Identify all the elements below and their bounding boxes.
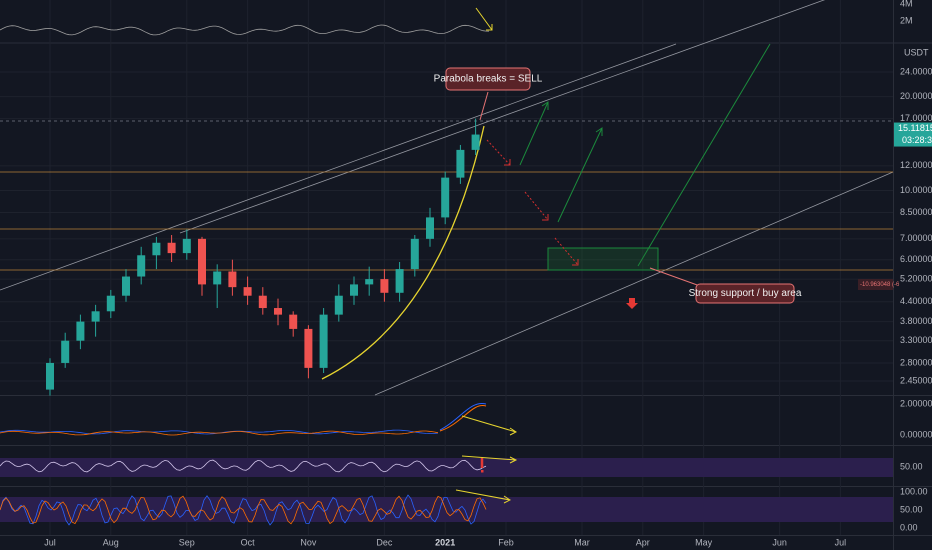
candle-body: [152, 242, 161, 256]
x-tick-label: Oct: [241, 537, 256, 547]
x-tick-label: Mar: [574, 537, 590, 547]
candle-body: [167, 242, 176, 254]
x-tick-label: Jul: [44, 537, 56, 547]
x-tick-label: Sep: [179, 537, 195, 547]
candle-body: [76, 321, 85, 341]
rsi-band: [0, 458, 893, 477]
candle-body: [228, 271, 237, 288]
side-label-bg: [858, 279, 893, 290]
x-tick-label: Nov: [300, 537, 317, 547]
indicator-trace: [439, 403, 487, 431]
candle-body: [456, 149, 465, 178]
drawings: [0, 0, 894, 504]
side-label: -10.963048 (-6: [860, 282, 900, 288]
candle-body: [258, 295, 267, 309]
candle-body: [365, 279, 374, 285]
annotation: Parabola breaks = SELL: [434, 74, 543, 85]
indicator-trace: [0, 430, 439, 436]
volume-tick: 2M: [900, 15, 913, 25]
y-tick-label: 2.450000: [900, 375, 932, 385]
candle-body: [182, 238, 191, 254]
indicator-trace: [0, 495, 487, 525]
candle-body: [61, 340, 70, 363]
candle-body: [137, 255, 146, 277]
candle-body: [46, 362, 54, 390]
y-tick-label: 4.400000: [900, 296, 932, 306]
x-tick-label: Feb: [498, 537, 514, 547]
y-tick-label: 5.200000: [900, 273, 932, 283]
candle-body: [289, 314, 298, 329]
candles: [46, 118, 480, 396]
y-tick-label: 3.300000: [900, 335, 932, 345]
indicator-trace: [439, 405, 487, 432]
x-tick-label: Apr: [636, 537, 650, 547]
candle-body: [380, 279, 389, 293]
stoch-tick: 0.00: [900, 522, 918, 532]
candle-body: [334, 295, 343, 315]
candle-body: [213, 271, 222, 285]
candle-body: [198, 238, 206, 285]
x-tick-label: Jun: [772, 537, 787, 547]
stoch-band: [0, 497, 893, 522]
indicator-trace: [0, 494, 487, 526]
stoch-tick: 50.00: [900, 504, 923, 514]
candle-body: [91, 311, 100, 322]
candle-body: [410, 238, 419, 270]
x-tick-label: 2021: [435, 537, 455, 547]
candle-body: [106, 295, 115, 312]
rsi-tick: 50.00: [900, 461, 923, 471]
indicator-trace: [0, 459, 487, 473]
annotation: Strong support / buy area: [689, 288, 802, 299]
last-price: 15.118158: [898, 123, 932, 133]
candle-body: [304, 328, 313, 368]
candle-body: [395, 269, 404, 293]
y-tick-label: 3.800000: [900, 316, 932, 326]
candle-body: [441, 177, 450, 218]
indicator-lines: [0, 24, 490, 526]
candle-body: [319, 314, 328, 368]
indicator-trace: [0, 24, 490, 36]
y-tick-label: 2.800000: [900, 357, 932, 367]
candle-body: [243, 287, 252, 296]
x-tick-label: May: [695, 537, 713, 547]
annotation-box: [695, 283, 795, 304]
candle-body: [274, 308, 282, 315]
annotation-box: [445, 67, 531, 91]
candle-body: [426, 217, 434, 239]
y-tick-label: 8.500000: [900, 207, 932, 217]
candle-body: [471, 134, 480, 150]
x-tick-label: Jul: [835, 537, 847, 547]
x-tick-label: Dec: [376, 537, 393, 547]
volume-tick: 4M: [900, 0, 913, 8]
last-price-badge: [894, 122, 932, 147]
stoch-tick: 100.00: [900, 486, 928, 496]
countdown: 03:28:35: [902, 135, 932, 145]
candle-body: [350, 284, 358, 296]
x-tick-label: Aug: [103, 537, 119, 547]
currency: USDT: [904, 47, 929, 57]
candle-body: [122, 276, 130, 296]
